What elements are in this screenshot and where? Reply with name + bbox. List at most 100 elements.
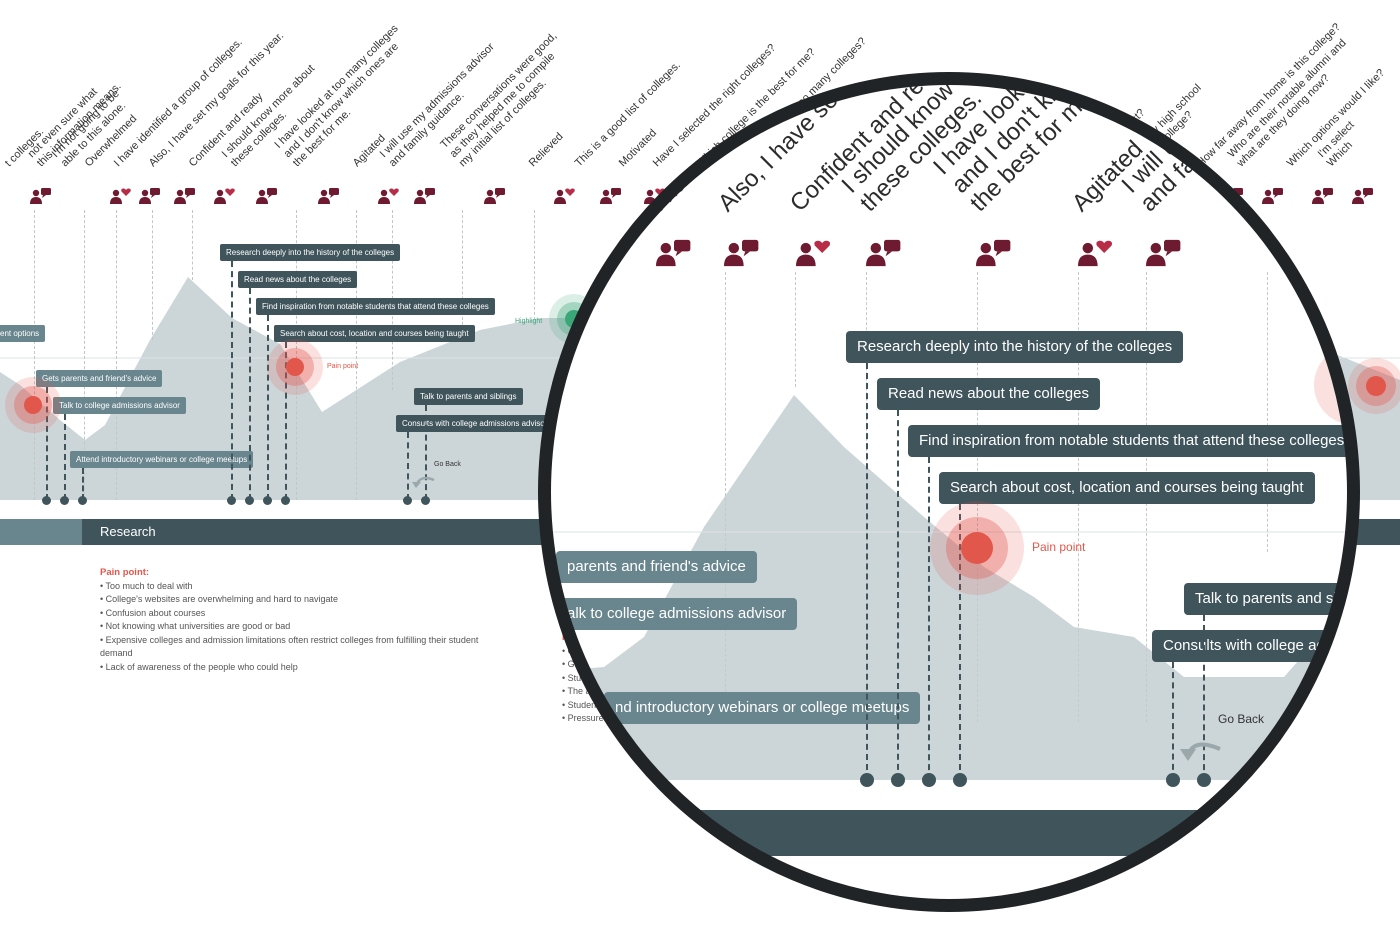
zoom-tag-search-cost[interactable]: Search about cost, location and courses … <box>939 472 1315 504</box>
connector <box>231 261 233 500</box>
guide-line <box>192 210 193 280</box>
pain-list-item: • Lack of awareness of the people who co… <box>100 661 298 672</box>
zoom-tag-read-news[interactable]: Read news about the colleges <box>877 378 1100 410</box>
zoom-connector <box>897 410 899 780</box>
person-heart-icon <box>1078 239 1114 267</box>
pain-list-item: • Too much to deal with <box>100 580 193 591</box>
zoom-tag-find-inspiration[interactable]: Find inspiration from notable students t… <box>908 425 1354 457</box>
guide-line <box>34 210 35 500</box>
go-back-arrow-icon[interactable] <box>410 470 440 492</box>
zoom-touchpoint-dot[interactable] <box>1166 773 1180 787</box>
zoom-pain-point-label: Pain point <box>1032 540 1086 554</box>
magnifier-lens: I have identified Also, I have set my Conf… <box>544 77 1354 907</box>
guide-line <box>534 210 535 320</box>
connector <box>82 468 84 500</box>
tag-search-cost[interactable]: Search about cost, location and courses … <box>274 325 475 342</box>
tag-research-history[interactable]: Research deeply into the history of the … <box>220 244 401 261</box>
tag-consults-advisor[interactable]: Consults with college admissions advisor <box>396 415 554 432</box>
person-speech-icon <box>656 239 692 267</box>
stage-title: Research <box>100 524 156 539</box>
pain-list-heading: Pain point: <box>100 567 150 578</box>
connector <box>285 342 287 500</box>
tag-talk-advisor[interactable]: Talk to college admissions advisor <box>53 397 186 414</box>
person-speech-icon <box>1146 239 1182 267</box>
person-heart-icon <box>644 188 666 204</box>
person-speech-icon <box>976 239 1012 267</box>
tag-read-news[interactable]: Read news about the colleges <box>238 271 358 288</box>
tag-gets-advice[interactable]: Gets parents and friend's advice <box>36 370 163 387</box>
highlight-label: Highlight <box>515 318 543 325</box>
connector <box>267 315 269 500</box>
person-speech-icon <box>600 188 622 204</box>
guide-line <box>296 210 297 500</box>
zoom-touchpoint-dot[interactable] <box>891 773 905 787</box>
person-speech-icon <box>1262 188 1284 204</box>
pain-list-item: • Not knowing what universities are good… <box>100 621 291 631</box>
touchpoint-dot[interactable] <box>42 496 51 505</box>
touchpoint-dot[interactable] <box>60 496 69 505</box>
touchpoint-dot[interactable] <box>263 496 272 505</box>
person-speech-icon <box>414 188 436 204</box>
pain-point-list: Pain point: • Too much to deal with • Co… <box>100 566 500 674</box>
zoom-tag-talk-advisor[interactable]: alk to college admissions advisor <box>556 598 798 630</box>
zoom-emotion-curve <box>544 395 1354 780</box>
connector <box>64 414 66 500</box>
person-speech-icon <box>318 188 340 204</box>
zoom-go-back-arrow-icon[interactable] <box>1176 727 1228 769</box>
connector <box>249 288 251 500</box>
zoom-touchpoint-dot[interactable] <box>922 773 936 787</box>
touchpoint-dot[interactable] <box>78 496 87 505</box>
zoom-connector <box>1203 615 1205 780</box>
zoom-guide-line <box>725 272 726 722</box>
second-list-item: • G <box>562 659 575 669</box>
tag-find-inspiration[interactable]: Find inspiration from notable students t… <box>256 298 495 315</box>
zoom-tag-attend-webinars[interactable]: nd introductory webinars or college meet… <box>604 692 921 724</box>
guide-line <box>356 210 357 500</box>
guide-line <box>116 210 117 500</box>
person-speech-icon <box>1352 188 1374 204</box>
zoom-tag-talk-parents[interactable]: Talk to parents and siblin <box>1184 583 1354 615</box>
zoom-emotion-area <box>544 395 1354 780</box>
tag-ent-options[interactable]: ent options <box>0 325 46 342</box>
touchpoint-dot[interactable] <box>245 496 254 505</box>
pain-list-item: • Confusion about courses <box>100 607 206 618</box>
person-speech-icon <box>866 239 902 267</box>
pain-point-marker[interactable] <box>24 396 42 414</box>
connector <box>46 387 48 500</box>
zoom-guide-line <box>1267 272 1268 552</box>
person-heart-icon <box>378 188 400 204</box>
touchpoint-dot[interactable] <box>421 496 430 505</box>
person-speech-icon <box>139 188 161 204</box>
zoom-pain-point-marker[interactable] <box>961 532 993 564</box>
person-heart-icon <box>214 188 236 204</box>
zoom-connector <box>1172 662 1174 780</box>
touchpoint-dot[interactable] <box>281 496 290 505</box>
zoom-connector <box>866 363 868 780</box>
pain-point-marker[interactable] <box>286 358 304 376</box>
tag-attend-webinars[interactable]: Attend introductory webinars or college … <box>70 451 254 468</box>
zoom-connector <box>928 457 930 780</box>
zoom-stage-bar <box>544 810 1354 856</box>
guide-line <box>84 210 85 500</box>
zoom-touchpoint-dot[interactable] <box>860 773 874 787</box>
pain-list-item: • College's websites are overwhelming an… <box>100 594 339 604</box>
touchpoint-dot[interactable] <box>227 496 236 505</box>
pain-point-marker[interactable] <box>1366 376 1386 396</box>
tag-talk-parents[interactable]: Talk to parents and siblings <box>414 388 523 405</box>
person-heart-icon <box>796 239 832 267</box>
go-back-label: Go Back <box>434 461 461 468</box>
zoom-touchpoint-dot[interactable] <box>1197 773 1211 787</box>
zoom-guide-line <box>795 272 796 387</box>
zoom-tag-gets-advice[interactable]: parents and friend's advice <box>556 551 757 583</box>
zoom-tag-consults-advisor[interactable]: Consults with college adm <box>1152 630 1349 662</box>
touchpoint-dot[interactable] <box>403 496 412 505</box>
person-speech-icon <box>484 188 506 204</box>
pain-point-label: Pain point <box>327 363 359 370</box>
person-speech-icon <box>30 188 52 204</box>
stage-bar-prev <box>0 519 82 545</box>
zoom-tag-research-history[interactable]: Research deeply into the history of the … <box>846 331 1184 363</box>
guide-line <box>152 210 153 340</box>
zoom-go-back-label: Go Back <box>1218 712 1265 726</box>
zoom-touchpoint-dot[interactable] <box>953 773 967 787</box>
connector <box>407 432 409 500</box>
